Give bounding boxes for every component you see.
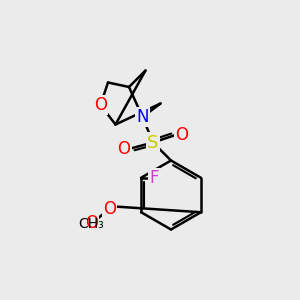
Text: S: S: [147, 134, 159, 152]
Text: O: O: [176, 126, 189, 144]
Text: O: O: [85, 214, 98, 232]
Text: O: O: [103, 200, 116, 217]
Text: O: O: [117, 140, 130, 158]
Text: CH₃: CH₃: [78, 217, 104, 230]
Text: F: F: [149, 169, 158, 187]
Text: N: N: [136, 108, 149, 126]
Text: O: O: [94, 96, 107, 114]
